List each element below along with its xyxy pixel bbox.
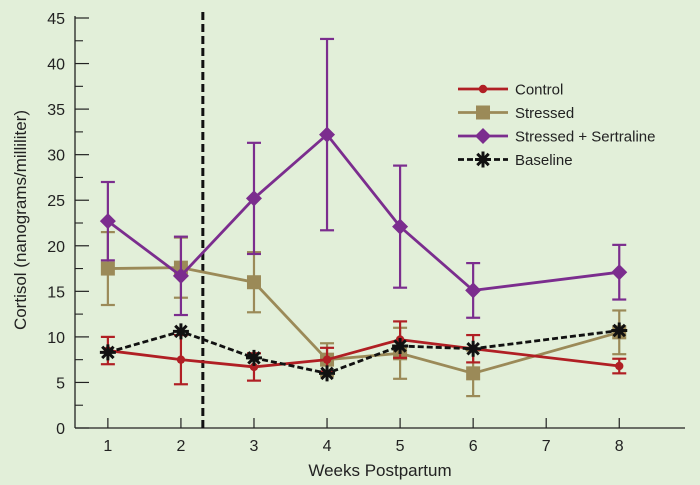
legend-item: Control xyxy=(458,82,563,99)
data-point xyxy=(172,267,189,284)
x-tick-label: 6 xyxy=(469,438,478,455)
data-point xyxy=(466,366,481,381)
data-point xyxy=(392,338,409,354)
x-tick-label: 1 xyxy=(103,438,112,455)
y-tick-label: 20 xyxy=(47,239,65,256)
y-tick-label: 5 xyxy=(56,375,65,392)
y-tick-label: 30 xyxy=(47,148,65,165)
y-tick-label: 35 xyxy=(47,102,65,119)
x-tick-label: 2 xyxy=(176,438,185,455)
legend-label: Stressed xyxy=(515,105,574,122)
y-tick-label: 25 xyxy=(47,193,65,210)
x-tick-label: 3 xyxy=(250,438,259,455)
legend-marker xyxy=(476,105,490,120)
data-point xyxy=(176,355,186,364)
legend-label: Stressed + Sertraline xyxy=(515,129,656,146)
legend-marker xyxy=(475,128,491,144)
legend-label: Baseline xyxy=(515,152,573,169)
data-point xyxy=(99,344,116,361)
series-stressed-sertraline xyxy=(99,37,628,319)
legend-item: Baseline xyxy=(458,151,573,169)
data-point xyxy=(322,355,332,364)
x-tick-label: 5 xyxy=(396,438,405,455)
x-tick-label: 4 xyxy=(323,438,332,455)
data-point xyxy=(99,213,116,230)
legend: Control Stressed Stressed + Sertraline Base… xyxy=(458,82,656,169)
y-tick-label: 45 xyxy=(47,11,65,28)
data-point xyxy=(245,349,262,366)
series-baseline xyxy=(99,322,628,382)
y-tick-label: 40 xyxy=(47,57,65,74)
data-point xyxy=(615,361,624,371)
data-point xyxy=(465,282,482,299)
data-point xyxy=(245,190,262,207)
data-point xyxy=(249,362,259,372)
data-point xyxy=(611,264,628,281)
data-point xyxy=(611,322,628,339)
data-point xyxy=(392,218,409,235)
data-point xyxy=(319,126,336,143)
data-point xyxy=(319,365,336,382)
series-layer xyxy=(99,37,628,398)
legend-marker xyxy=(478,84,488,94)
data-point xyxy=(246,275,261,290)
legend-marker xyxy=(475,151,491,168)
legend-item: Stressed xyxy=(458,105,574,122)
legend-label: Control xyxy=(515,82,563,99)
x-tick-label: 8 xyxy=(615,438,624,455)
y-tick-label: 10 xyxy=(47,330,65,347)
y-tick-label: 0 xyxy=(56,421,65,438)
x-tick-label: 7 xyxy=(542,438,551,455)
y-tick-label: 15 xyxy=(47,284,65,301)
data-point xyxy=(100,261,115,276)
y-axis-title: Cortisol (nanograms/milliliter) xyxy=(11,110,30,330)
legend-item: Stressed + Sertraline xyxy=(458,128,656,146)
x-axis-title: Weeks Postpartum xyxy=(308,461,451,480)
data-point xyxy=(172,323,189,340)
data-point xyxy=(465,340,482,357)
